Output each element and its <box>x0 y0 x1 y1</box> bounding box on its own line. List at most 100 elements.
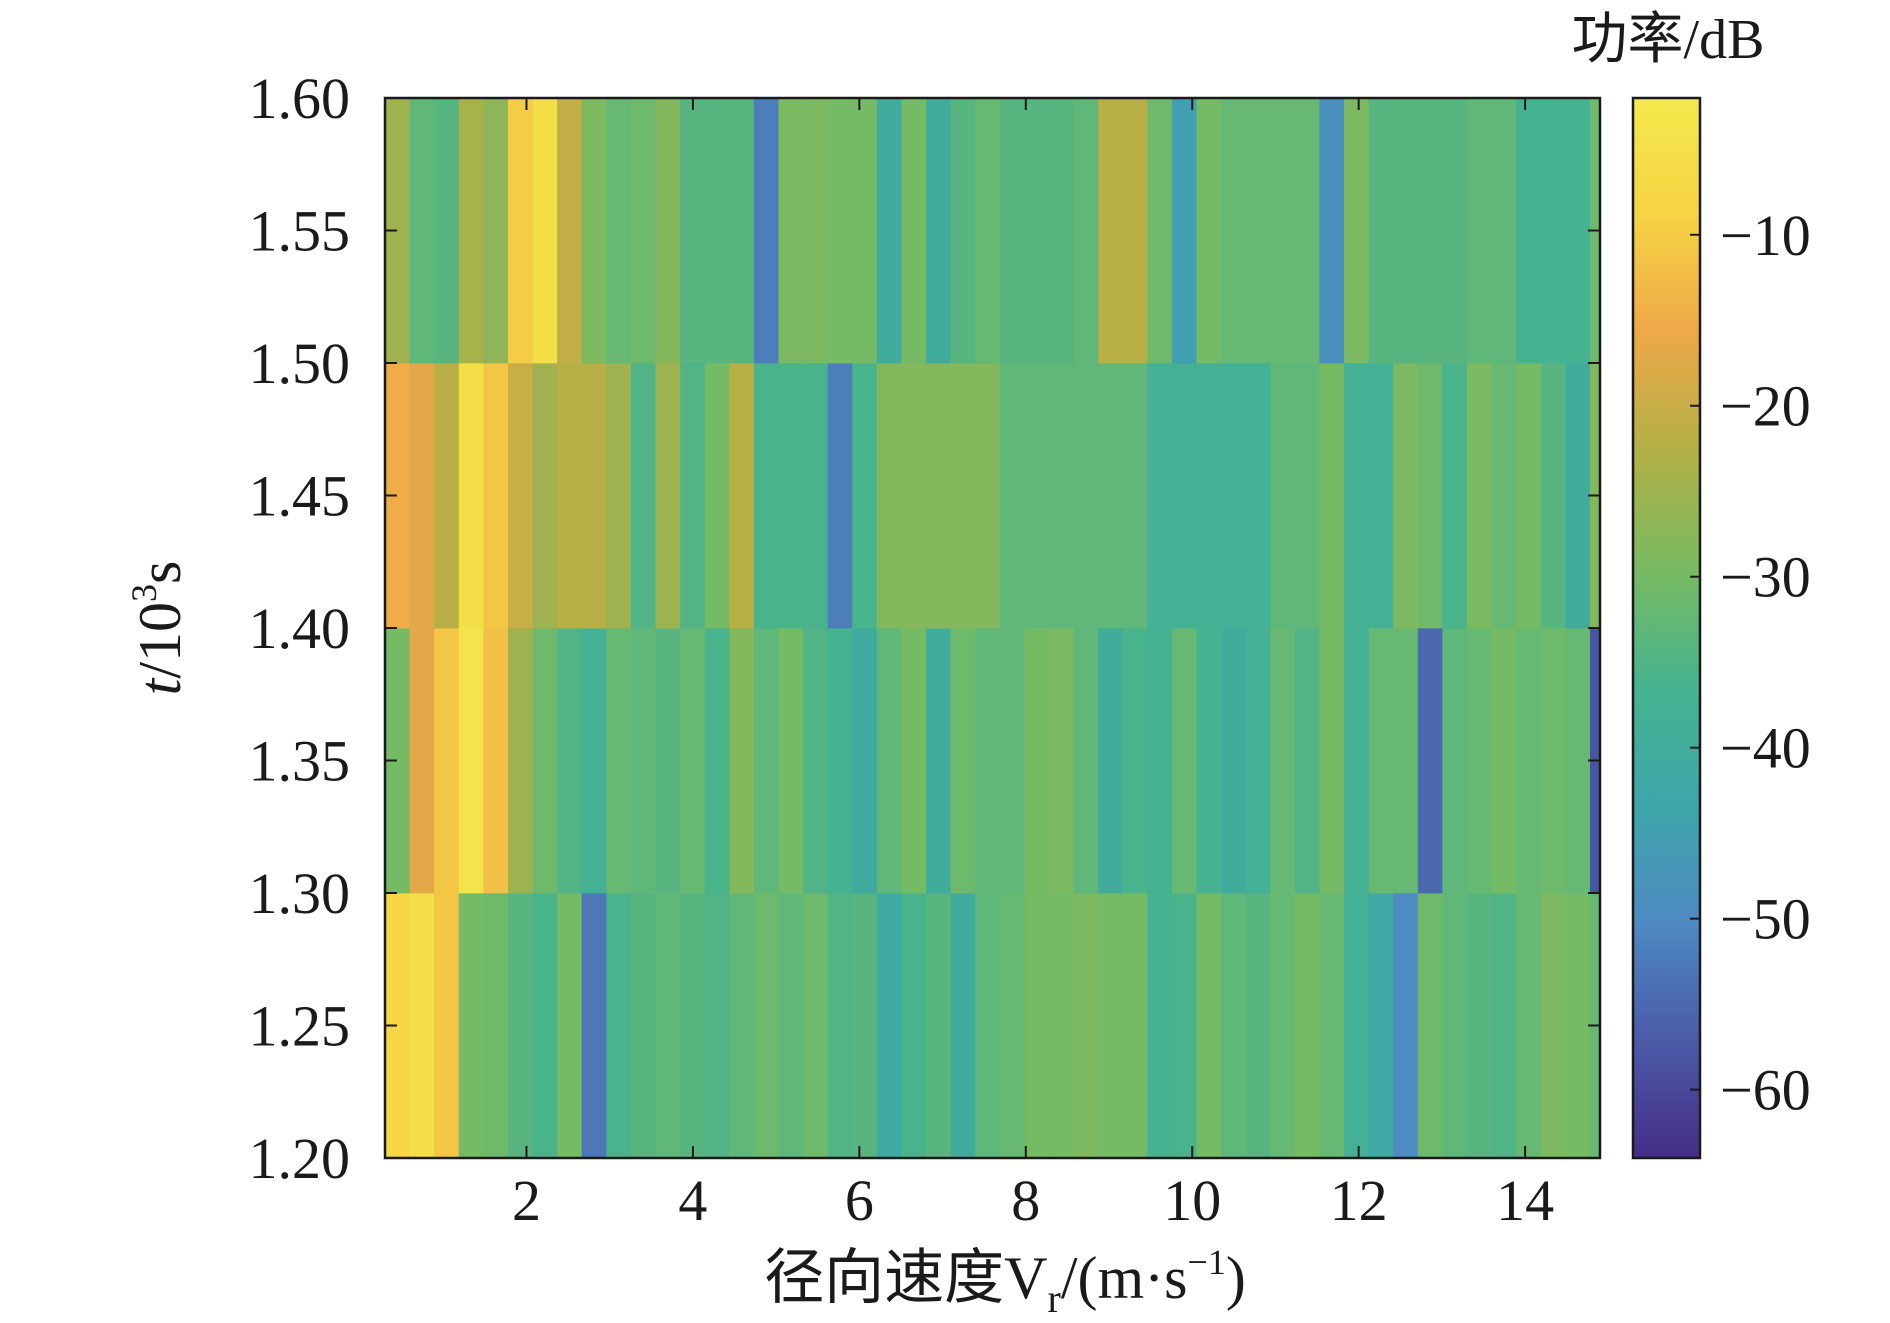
heatmap-cell <box>1270 893 1296 1159</box>
x-tick-label: 2 <box>512 1168 541 1233</box>
heatmap-cell <box>1442 98 1468 364</box>
heatmap-cell <box>901 628 927 894</box>
heatmap-cell <box>483 98 509 364</box>
heatmap-cell <box>507 363 534 629</box>
heatmap-cell <box>950 893 976 1159</box>
y-tick-label: 1.45 <box>249 464 351 529</box>
heatmap-cell <box>1147 98 1173 364</box>
heatmap-cell <box>1196 893 1222 1159</box>
heatmap-cell <box>1294 628 1321 894</box>
heatmap-cell <box>704 98 730 364</box>
heatmap-cell <box>975 628 1001 894</box>
heatmap-cell <box>532 893 558 1159</box>
heatmap-cell <box>729 98 755 364</box>
heatmap-cell <box>1368 363 1394 629</box>
heatmap-cell <box>507 628 534 894</box>
heatmap-cell <box>434 363 460 629</box>
heatmap-cell <box>803 98 829 364</box>
heatmap-cell <box>434 98 460 364</box>
heatmap-cell <box>1196 363 1222 629</box>
heatmap-cell <box>581 98 607 364</box>
heatmap-cell <box>557 628 583 894</box>
heatmap-cell <box>827 363 853 629</box>
heatmap-cell <box>434 628 460 894</box>
heatmap-cell <box>1171 98 1198 364</box>
x-tick-label: 14 <box>1496 1168 1554 1233</box>
heatmap-cell <box>1196 628 1222 894</box>
heatmap-cell <box>1368 628 1394 894</box>
heatmap-cell <box>434 893 460 1159</box>
x-axis: 2 4 6 8 10 12 14 <box>512 98 1554 1233</box>
y-axis-title-unit: s <box>127 561 193 584</box>
heatmap-cell <box>1516 363 1542 629</box>
heatmap-cell <box>827 98 853 364</box>
heatmap-cell <box>680 98 706 364</box>
heatmap-cell <box>1171 893 1198 1159</box>
heatmap-cell <box>1442 363 1468 629</box>
y-axis: 1.20 1.25 1.30 1.35 1.40 1.45 1.50 1.55 1.60 <box>249 66 1600 1191</box>
y-tick-label: 1.25 <box>249 994 351 1059</box>
colorbar-tick-label: −40 <box>1720 716 1811 781</box>
heatmap-cell <box>409 628 435 894</box>
heatmap-cell <box>655 363 681 629</box>
y-tick-label: 1.55 <box>249 199 351 264</box>
heatmap-cell <box>581 628 607 894</box>
heatmap-cell <box>532 363 558 629</box>
y-tick-label: 1.60 <box>249 66 351 131</box>
heatmap-cell <box>778 98 804 364</box>
heatmap-cell <box>1417 363 1444 629</box>
heatmap-cell <box>999 628 1025 894</box>
heatmap-cell <box>1245 628 1271 894</box>
heatmap-cell <box>729 893 755 1159</box>
heatmap-cell <box>901 893 927 1159</box>
heatmap-cell <box>1048 628 1075 894</box>
heatmap-cell <box>606 628 632 894</box>
heatmap-cell <box>532 98 558 364</box>
heatmap-cell <box>827 628 853 894</box>
heatmap-cell <box>1565 363 1591 629</box>
heatmap-cell <box>1098 628 1124 894</box>
y-axis-title: t/103s <box>124 561 193 696</box>
heatmap-cell <box>926 628 952 894</box>
heatmap-cell <box>507 98 534 364</box>
heatmap-cell <box>1344 363 1370 629</box>
heatmap-cell <box>1344 893 1370 1159</box>
heatmap-cell <box>1073 893 1099 1159</box>
heatmap-cell <box>1122 363 1148 629</box>
heatmap-cell <box>655 893 681 1159</box>
colorbar-tick-label: −30 <box>1720 545 1811 610</box>
x-tick-label: 12 <box>1330 1168 1388 1233</box>
heatmap-cell <box>680 628 706 894</box>
heatmap-cell <box>999 98 1025 364</box>
heatmap-cell <box>581 893 607 1159</box>
heatmap-cell <box>1221 98 1247 364</box>
heatmap-cell <box>975 363 1001 629</box>
heatmap-cell <box>1540 98 1566 364</box>
heatmap-cell <box>483 628 509 894</box>
heatmap-cell <box>704 628 730 894</box>
colorbar-tick-label: −60 <box>1720 1058 1811 1123</box>
heatmap-cell <box>1048 893 1075 1159</box>
heatmap-cell <box>1048 363 1075 629</box>
heatmap-cell <box>753 893 780 1159</box>
heatmap-cell <box>1565 98 1591 364</box>
heatmap-cell <box>999 363 1025 629</box>
heatmap-cell <box>507 893 534 1159</box>
colorbar-title: 功率/dB <box>1572 9 1765 71</box>
heatmap-cell <box>1294 98 1321 364</box>
heatmap-cell <box>655 98 681 364</box>
heatmap-cell <box>1245 893 1271 1159</box>
heatmap-cell <box>458 893 484 1159</box>
heatmap-cell <box>876 628 903 894</box>
x-tick-label: 8 <box>1011 1168 1040 1233</box>
heatmap-cell <box>1344 98 1370 364</box>
heatmap-cell <box>1122 98 1148 364</box>
heatmap-cell <box>1393 628 1419 894</box>
heatmap-cell <box>1245 363 1271 629</box>
y-tick-label: 1.35 <box>249 729 351 794</box>
y-axis-title-main: /10 <box>127 602 193 679</box>
heatmap-cell <box>680 893 706 1159</box>
heatmap-cell <box>1024 893 1050 1159</box>
heatmap-cell <box>1221 893 1247 1159</box>
